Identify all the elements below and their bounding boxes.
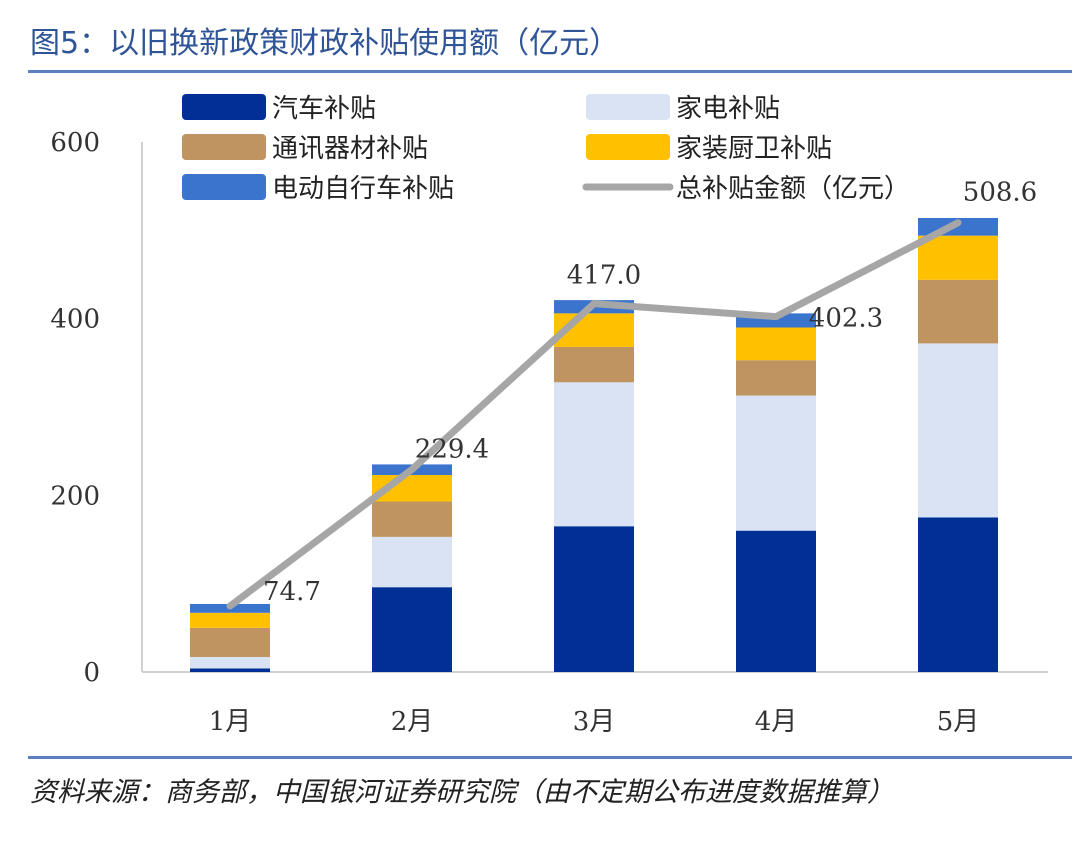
legend-label: 电动自行车补贴 [272, 174, 454, 204]
y-tick-label: 200 [50, 481, 100, 511]
bar-segment [736, 530, 816, 672]
bar-segment [190, 668, 270, 672]
bar-segment [554, 526, 634, 672]
x-tick-label: 5月 [937, 707, 980, 737]
total-data-label: 74.7 [263, 577, 321, 607]
total-data-label: 402.3 [809, 304, 883, 334]
bottom-divider [28, 756, 1072, 759]
bar-segment [736, 327, 816, 361]
bar-segment [190, 612, 270, 628]
bar-segment [918, 517, 998, 672]
bar-segment [736, 395, 816, 531]
total-data-label: 508.6 [963, 178, 1037, 208]
legend-label: 家电补贴 [676, 94, 780, 124]
x-tick-label: 2月 [391, 707, 434, 737]
x-tick-label: 4月 [755, 707, 798, 737]
bar-segment [190, 627, 270, 657]
x-tick-label: 1月 [209, 707, 252, 737]
top-divider [28, 70, 1072, 73]
legend-label: 汽车补贴 [272, 94, 376, 124]
bar-segment [918, 279, 998, 344]
y-tick-label: 0 [83, 658, 100, 688]
bar-segment [554, 382, 634, 527]
bar-segment [736, 360, 816, 396]
x-tick-label: 3月 [573, 707, 616, 737]
source-note: 资料来源：商务部，中国银河证券研究院（由不定期公布进度数据推算） [30, 777, 894, 808]
bar-segment [190, 656, 270, 669]
legend-label: 总补贴金额（亿元） [676, 174, 910, 204]
legend-label: 通讯器材补贴 [272, 134, 428, 164]
bar-segment [918, 343, 998, 518]
y-tick-label: 600 [50, 128, 100, 158]
legend-swatch [182, 134, 266, 160]
bar-segment [554, 346, 634, 383]
total-line [226, 219, 962, 610]
bar-segment [372, 587, 452, 672]
bar-segment [372, 536, 452, 588]
y-tick-label: 400 [50, 305, 100, 335]
legend-label: 家装厨卫补贴 [676, 134, 832, 164]
chart-title: 图5：以旧换新政策财政补贴使用额（亿元） [30, 26, 620, 61]
legend-swatch [586, 94, 670, 120]
bar-segment [372, 501, 452, 537]
legend-swatch [182, 94, 266, 120]
total-data-label: 417.0 [567, 261, 641, 291]
legend-swatch [182, 174, 266, 200]
total-data-label: 229.4 [415, 434, 489, 464]
bar-segment [918, 235, 998, 280]
legend-swatch [586, 134, 670, 160]
stacked-bar-chart: 0 200 400 600 1月 2月 3月 4月 5月 74.7 229.4 417.0 402.3 5… [50, 94, 1048, 737]
